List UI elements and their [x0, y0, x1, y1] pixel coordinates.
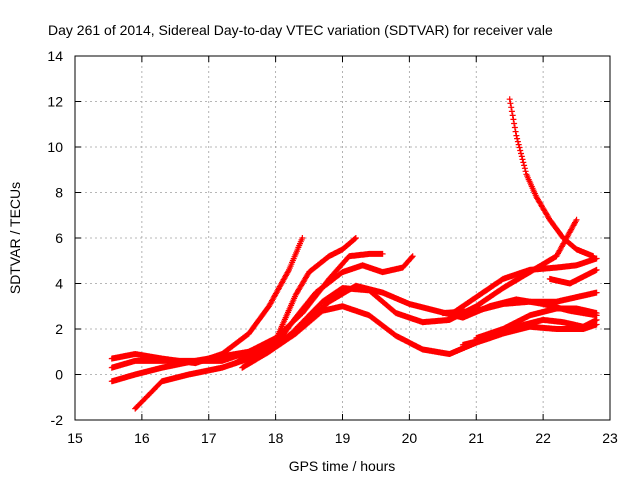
y-tick-label: 6: [55, 230, 63, 246]
series-markers: [506, 96, 597, 260]
x-tick-label: 21: [468, 430, 484, 446]
series-markers: [459, 316, 600, 348]
y-tick-label: 12: [47, 94, 63, 110]
x-tick-label: 20: [402, 430, 418, 446]
y-tick-label: 4: [55, 276, 63, 292]
x-tick-label: 17: [201, 430, 217, 446]
chart-title: Day 261 of 2014, Sidereal Day-to-day VTE…: [48, 22, 553, 38]
series-markers: [292, 216, 580, 332]
x-tick-label: 15: [67, 430, 83, 446]
x-tick-label: 23: [602, 430, 618, 446]
series-track-7: [292, 216, 580, 332]
series-track-12: [506, 96, 597, 260]
grid-lines: [75, 56, 610, 420]
series-markers: [132, 253, 416, 412]
series-track-10: [459, 316, 600, 348]
y-tick-label: 10: [47, 139, 63, 155]
x-axis-label: GPS time / hours: [289, 458, 396, 474]
y-tick-label: 2: [55, 321, 63, 337]
y-axis-label: SDTVAR / TECUs: [7, 182, 23, 294]
series-markers: [439, 289, 600, 317]
series-track-11: [473, 305, 600, 342]
x-tick-labels: 15 16 17 18 19 20 21 22 23: [67, 430, 618, 446]
series-track-13: [546, 266, 600, 287]
x-tick-label: 22: [535, 430, 551, 446]
x-tick-label: 19: [335, 430, 351, 446]
y-tick-label: 8: [55, 185, 63, 201]
series-track-9: [439, 289, 600, 317]
data-series: [108, 96, 600, 412]
series-markers: [546, 266, 600, 287]
y-tick-labels: -2 0 2 4 6 8 10 12 14: [47, 48, 63, 428]
y-tick-label: 0: [55, 367, 63, 383]
x-tick-label: 16: [134, 430, 150, 446]
axis-ticks: [74, 55, 611, 421]
y-tick-label: 14: [47, 48, 63, 64]
series-markers: [473, 305, 600, 342]
y-tick-label: -2: [51, 412, 64, 428]
series-track-4: [132, 253, 416, 412]
x-tick-label: 18: [268, 430, 284, 446]
